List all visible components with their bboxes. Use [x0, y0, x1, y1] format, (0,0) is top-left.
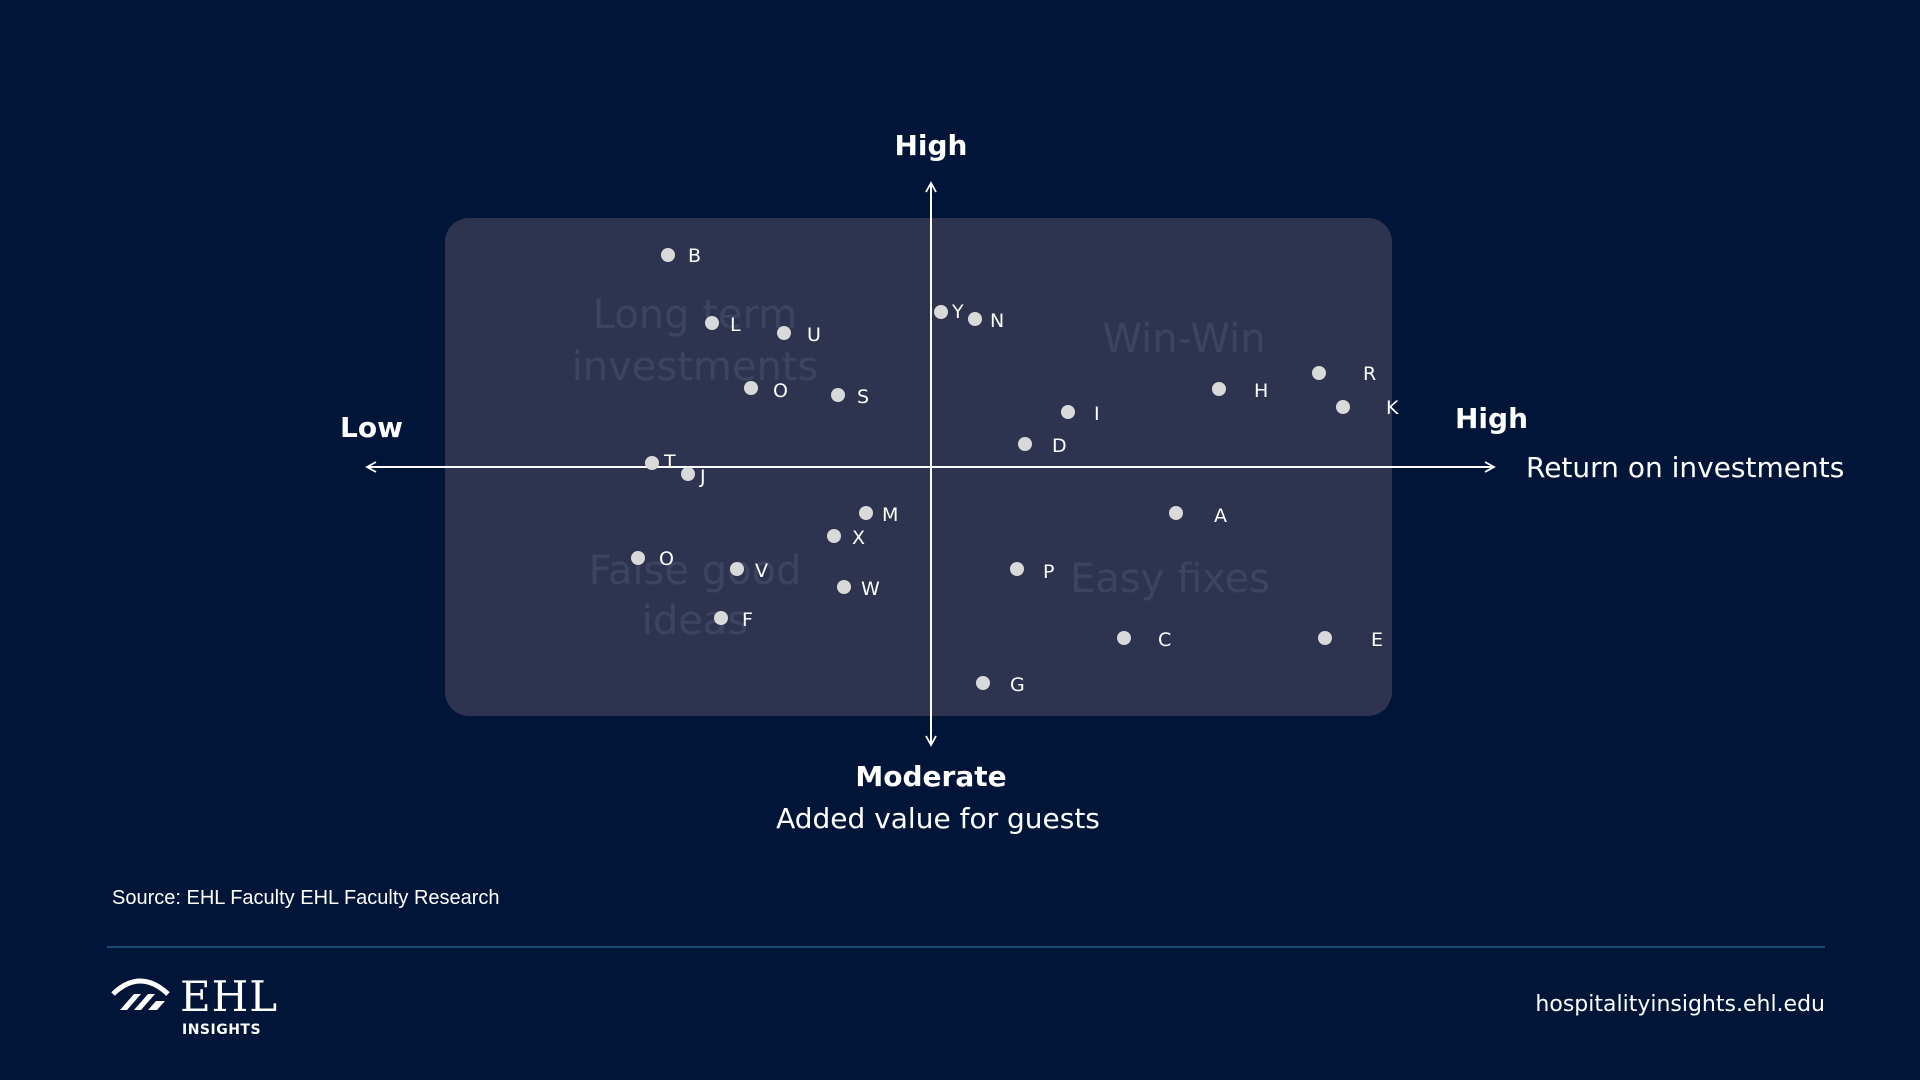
- data-point: A: [1169, 505, 1227, 527]
- point-label: P: [1043, 561, 1054, 583]
- data-point: S: [831, 386, 869, 408]
- point-marker: [1169, 506, 1183, 520]
- point-label: J: [699, 466, 706, 488]
- point-label: E: [1371, 629, 1383, 651]
- x-axis-title: Return on investments: [1526, 451, 1844, 484]
- y-axis-high-label: High: [894, 129, 967, 162]
- quadrant-label-win-win: Win-Win: [1102, 316, 1265, 362]
- point-marker: [968, 312, 982, 326]
- data-point: M: [859, 504, 898, 526]
- point-label: M: [882, 504, 898, 526]
- point-marker: [831, 388, 845, 402]
- footer-separator: [107, 946, 1825, 948]
- quadrant-label-easy-fixes: Easy fixes: [1070, 556, 1270, 602]
- data-point: J: [681, 466, 706, 488]
- quadrant-label-long-term-2: investments: [572, 344, 819, 390]
- point-marker: [705, 316, 719, 330]
- point-marker: [1212, 382, 1226, 396]
- data-point: Y: [934, 301, 964, 323]
- point-label: K: [1386, 397, 1399, 419]
- point-marker: [777, 326, 791, 340]
- point-label: B: [688, 245, 701, 267]
- y-axis-title: Added value for guests: [776, 802, 1100, 835]
- point-label: D: [1052, 435, 1067, 457]
- point-label: L: [730, 314, 741, 336]
- data-point: D: [1018, 435, 1067, 457]
- point-marker: [681, 467, 695, 481]
- point-marker: [837, 580, 851, 594]
- quadrant-label-false-good-2: ideas: [642, 598, 748, 644]
- point-marker: [1117, 631, 1131, 645]
- point-label: G: [1010, 674, 1025, 696]
- ehl-logo-icon: [111, 978, 170, 1010]
- quadrant-label-long-term: Long term: [593, 292, 798, 338]
- data-point: N: [968, 310, 1004, 332]
- data-point: W: [837, 578, 880, 600]
- data-point: R: [1312, 363, 1376, 385]
- point-marker: [859, 506, 873, 520]
- point-label: F: [742, 609, 753, 631]
- y-axis-low-label: Moderate: [855, 760, 1006, 793]
- data-point: O: [631, 548, 674, 570]
- point-marker: [631, 551, 645, 565]
- data-point: F: [714, 609, 753, 631]
- data-point: E: [1318, 629, 1383, 651]
- data-point: X: [827, 527, 865, 549]
- point-label: U: [807, 324, 821, 346]
- point-marker: [714, 611, 728, 625]
- data-point: G: [976, 674, 1025, 696]
- data-point: T: [645, 451, 676, 473]
- point-label: C: [1158, 629, 1171, 651]
- data-point: B: [661, 245, 701, 267]
- source-note: Source: EHL Faculty EHL Faculty Research: [112, 887, 500, 909]
- point-label: O: [773, 380, 788, 402]
- ehl-logo-subtitle: INSIGHTS: [182, 1022, 262, 1038]
- point-marker: [1010, 562, 1024, 576]
- data-point: U: [777, 324, 821, 346]
- website-link[interactable]: hospitalityinsights.ehl.edu: [1535, 992, 1825, 1017]
- point-marker: [934, 305, 948, 319]
- point-marker: [744, 381, 758, 395]
- quadrant-label-false-good: False good: [589, 548, 802, 594]
- data-point: C: [1117, 629, 1171, 651]
- point-label: O: [659, 548, 674, 570]
- data-point: O: [744, 380, 788, 402]
- x-axis-low-label: Low: [340, 411, 403, 444]
- point-marker: [730, 562, 744, 576]
- data-points: B L U O S T J Y N I D H RK MX O V W F A P C E G: [631, 245, 1399, 696]
- point-label: X: [852, 527, 865, 549]
- point-marker: [1336, 400, 1350, 414]
- point-label: W: [861, 578, 880, 600]
- point-marker: [976, 676, 990, 690]
- point-marker: [827, 529, 841, 543]
- point-label: I: [1094, 403, 1100, 425]
- point-label: N: [990, 310, 1004, 332]
- point-label: Y: [951, 301, 964, 323]
- x-axis-high-label: High: [1455, 402, 1528, 435]
- point-marker: [1061, 405, 1075, 419]
- point-marker: [661, 248, 675, 262]
- data-point: I: [1061, 403, 1100, 425]
- point-label: H: [1254, 380, 1268, 402]
- point-label: T: [663, 451, 676, 473]
- data-point: V: [730, 560, 768, 582]
- ehl-logo-text: EHL: [180, 972, 279, 1021]
- data-point: L: [705, 314, 741, 336]
- point-marker: [645, 456, 659, 470]
- point-marker: [1018, 437, 1032, 451]
- data-point: P: [1010, 561, 1054, 583]
- point-label: V: [755, 560, 768, 582]
- data-point: K: [1336, 397, 1399, 419]
- point-label: R: [1363, 363, 1376, 385]
- point-marker: [1318, 631, 1332, 645]
- point-label: S: [857, 386, 869, 408]
- data-point: H: [1212, 380, 1268, 402]
- point-label: A: [1214, 505, 1227, 527]
- point-marker: [1312, 366, 1326, 380]
